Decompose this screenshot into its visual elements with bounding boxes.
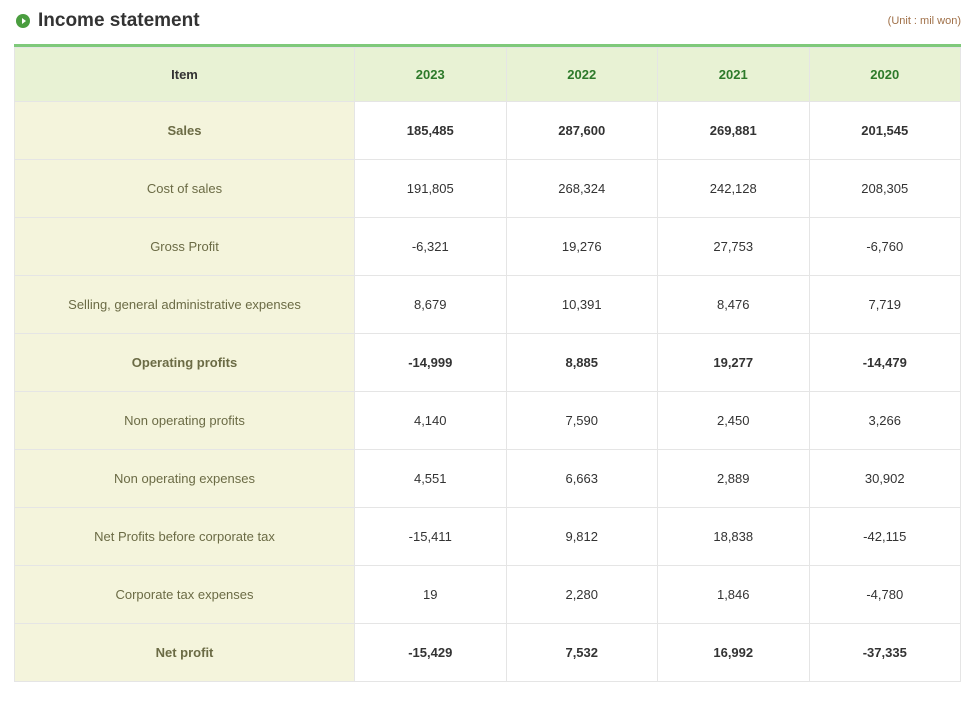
cell-value: 9,812 [506,508,658,566]
row-label: Net Profits before corporate tax [15,508,355,566]
row-label: Non operating profits [15,392,355,450]
cell-value: 7,719 [809,276,961,334]
cell-value: 7,532 [506,624,658,682]
row-label: Cost of sales [15,160,355,218]
table-row: Operating profits-14,9998,88519,277-14,4… [15,334,961,392]
table-row: Gross Profit-6,32119,27627,753-6,760 [15,218,961,276]
table-row: Selling, general administrative expenses… [15,276,961,334]
table-body: Sales185,485287,600269,881201,545Cost of… [15,102,961,682]
table-wrap: Item 2023 2022 2021 2020 Sales185,485287… [14,44,961,682]
cell-value: 268,324 [506,160,658,218]
table-row: Net Profits before corporate tax-15,4119… [15,508,961,566]
cell-value: 27,753 [658,218,810,276]
bullet-icon [16,14,30,28]
row-label: Selling, general administrative expenses [15,276,355,334]
page-title: Income statement [38,10,200,32]
row-label: Non operating expenses [15,450,355,508]
row-label: Operating profits [15,334,355,392]
col-header-item: Item [15,48,355,102]
heading-row: Income statement (Unit : mil won) [14,10,961,32]
col-header-year: 2021 [658,48,810,102]
cell-value: 19,276 [506,218,658,276]
table-row: Cost of sales191,805268,324242,128208,30… [15,160,961,218]
row-label: Corporate tax expenses [15,566,355,624]
cell-value: 19,277 [658,334,810,392]
cell-value: 1,846 [658,566,810,624]
cell-value: -37,335 [809,624,961,682]
cell-value: 2,889 [658,450,810,508]
cell-value: 201,545 [809,102,961,160]
table-header-row: Item 2023 2022 2021 2020 [15,48,961,102]
cell-value: 287,600 [506,102,658,160]
row-label: Net profit [15,624,355,682]
row-label: Sales [15,102,355,160]
cell-value: 3,266 [809,392,961,450]
cell-value: 7,590 [506,392,658,450]
cell-value: 4,140 [355,392,507,450]
cell-value: -6,760 [809,218,961,276]
cell-value: 208,305 [809,160,961,218]
bullet-arrow-icon [22,18,26,24]
cell-value: 16,992 [658,624,810,682]
cell-value: -42,115 [809,508,961,566]
cell-value: -4,780 [809,566,961,624]
cell-value: 242,128 [658,160,810,218]
col-header-year: 2020 [809,48,961,102]
cell-value: -6,321 [355,218,507,276]
income-statement-table: Item 2023 2022 2021 2020 Sales185,485287… [14,47,961,682]
cell-value: -14,479 [809,334,961,392]
table-row: Non operating expenses4,5516,6632,88930,… [15,450,961,508]
cell-value: 18,838 [658,508,810,566]
table-row: Sales185,485287,600269,881201,545 [15,102,961,160]
table-row: Net profit-15,4297,53216,992-37,335 [15,624,961,682]
cell-value: -14,999 [355,334,507,392]
table-row: Non operating profits4,1407,5902,4503,26… [15,392,961,450]
cell-value: 2,450 [658,392,810,450]
col-header-year: 2022 [506,48,658,102]
cell-value: 8,476 [658,276,810,334]
cell-value: 19 [355,566,507,624]
cell-value: 8,679 [355,276,507,334]
cell-value: 2,280 [506,566,658,624]
cell-value: 10,391 [506,276,658,334]
heading-left: Income statement [16,10,200,32]
cell-value: 191,805 [355,160,507,218]
row-label: Gross Profit [15,218,355,276]
cell-value: 269,881 [658,102,810,160]
cell-value: 6,663 [506,450,658,508]
cell-value: 8,885 [506,334,658,392]
cell-value: -15,411 [355,508,507,566]
col-header-year: 2023 [355,48,507,102]
cell-value: 4,551 [355,450,507,508]
table-row: Corporate tax expenses192,2801,846-4,780 [15,566,961,624]
cell-value: 30,902 [809,450,961,508]
cell-value: -15,429 [355,624,507,682]
unit-note: (Unit : mil won) [888,15,961,27]
cell-value: 185,485 [355,102,507,160]
table-head: Item 2023 2022 2021 2020 [15,48,961,102]
